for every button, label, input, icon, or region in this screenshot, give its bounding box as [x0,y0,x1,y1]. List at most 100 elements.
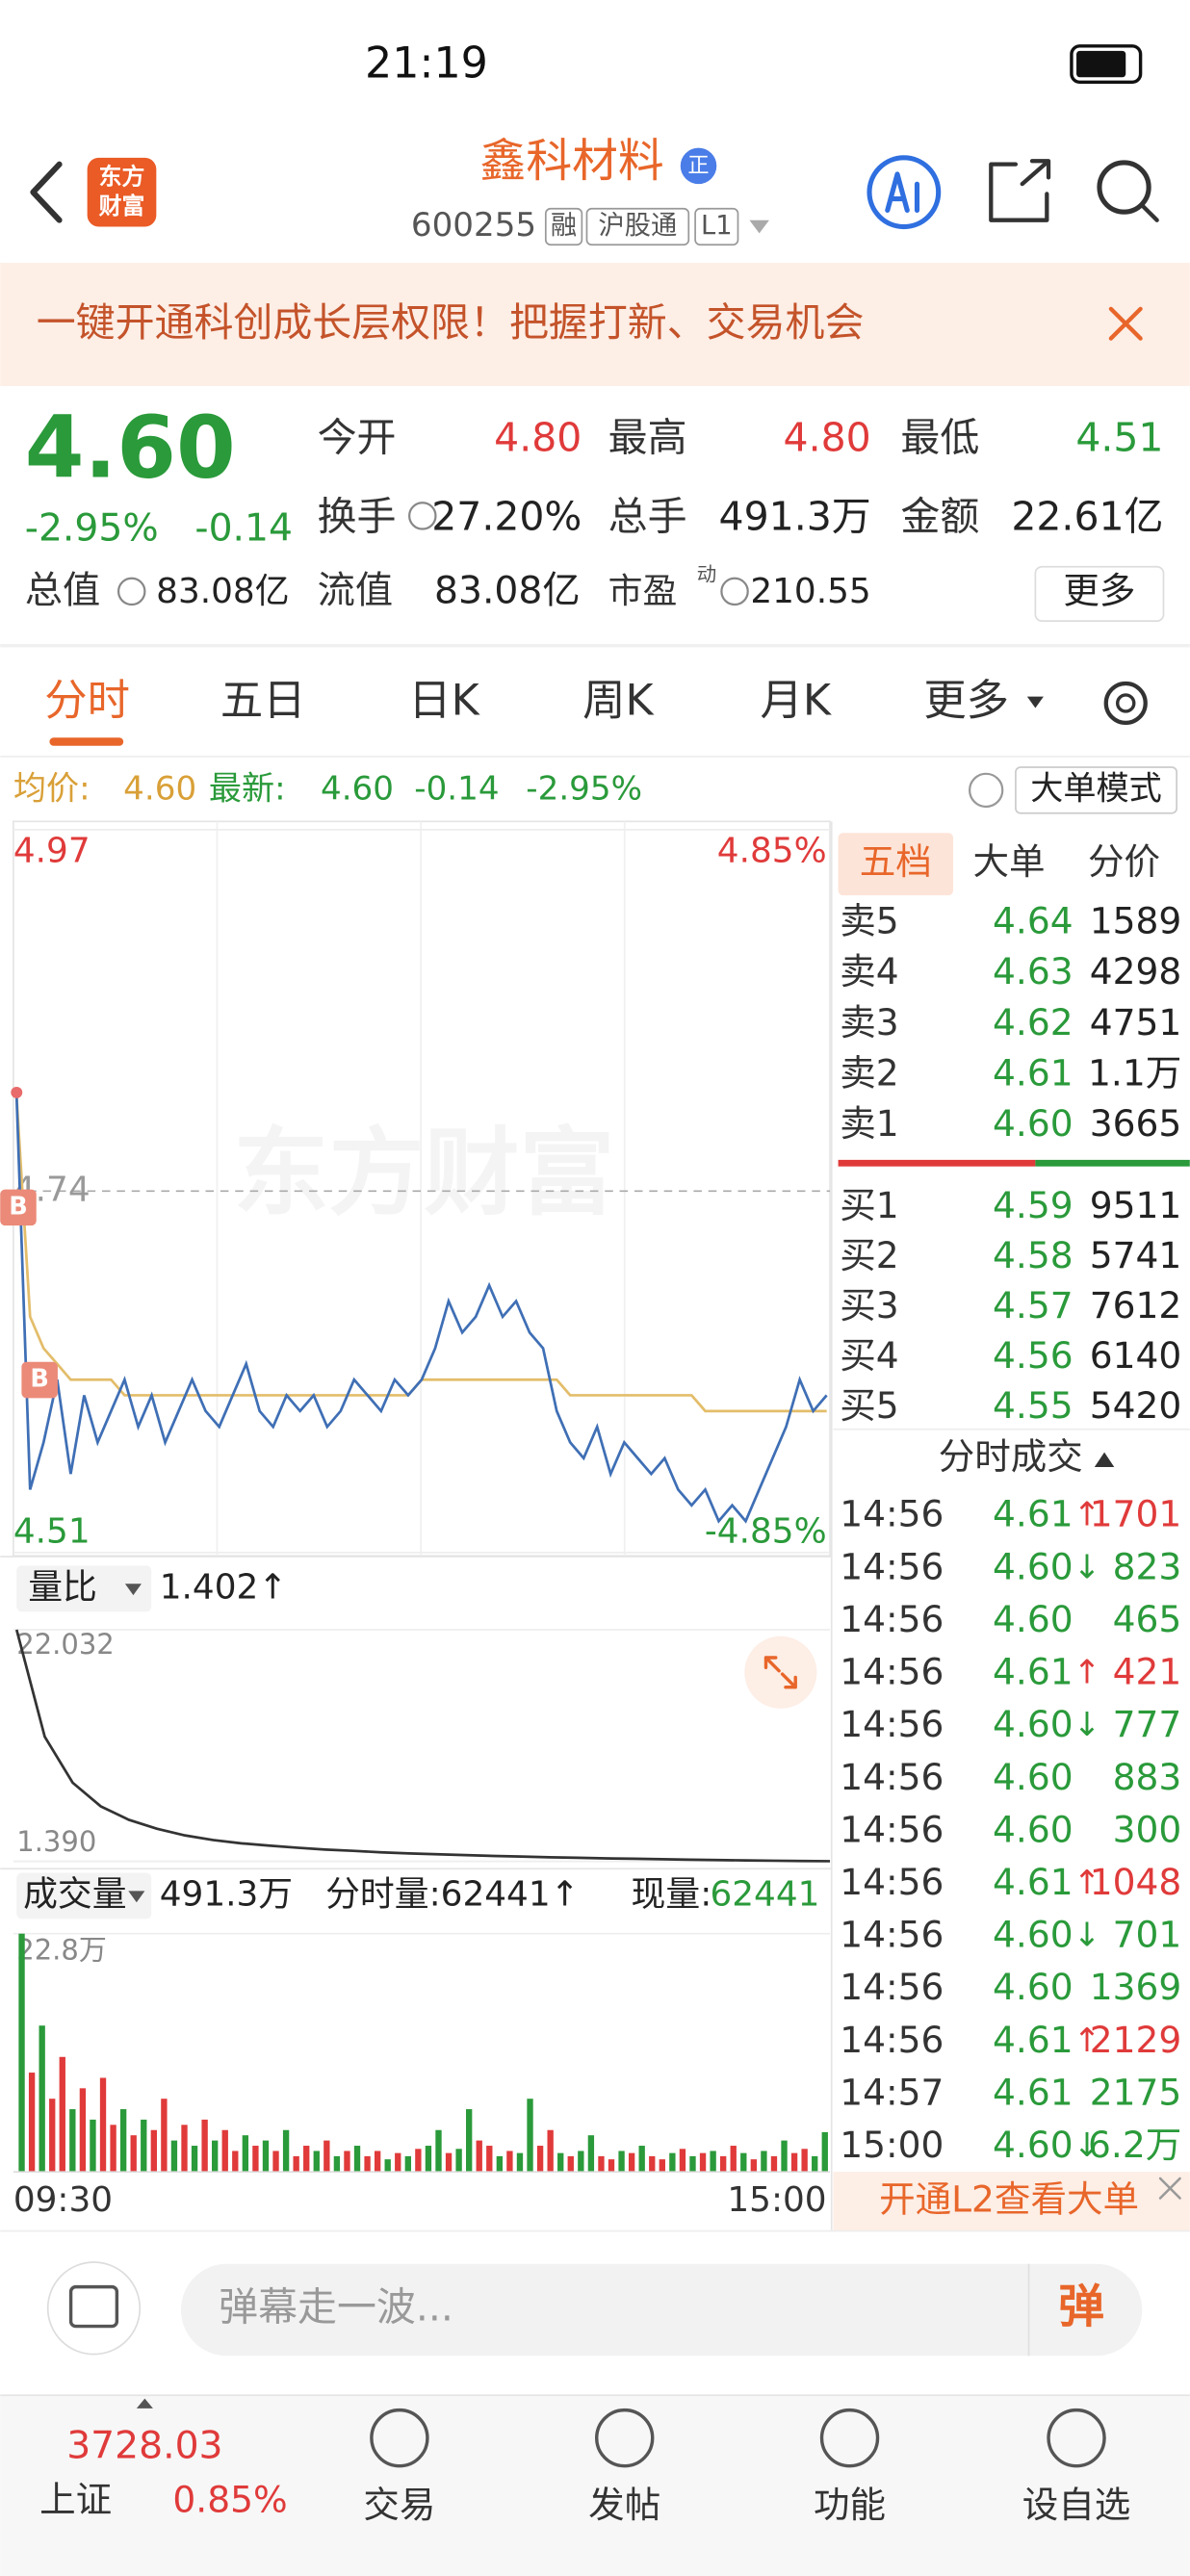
dropdown-box[interactable] [16,1872,152,1919]
x-tick-label: 09:30 [13,2180,113,2220]
volume-bar [496,2155,504,2173]
more-button[interactable] [1034,565,1165,622]
chart-tab[interactable]: 日K [408,676,480,725]
badge-circle [680,147,717,185]
trade-price: 4.60 [993,1808,1074,1850]
volume-bar [730,2146,737,2173]
volume-bar [699,2152,707,2173]
volume-bar [130,2135,137,2173]
latest-pct: -2.95% [526,769,642,808]
volume-bar [770,2155,778,2173]
share-button[interactable] [989,159,1051,222]
volume-bar [476,2140,482,2173]
trade-volume: 421 [1113,1651,1182,1693]
volume-bar [252,2146,259,2173]
trade-time: 14:56 [840,1703,944,1745]
dropdown-arrow [128,1891,145,1903]
volume-bar [425,2146,432,2173]
book-price: 4.61 [993,1051,1074,1094]
banner-text[interactable]: 一键开通科创成长层权限！把握打新、交易机会 [37,299,865,346]
book-price: 4.57 [993,1284,1074,1327]
nav-bg [0,2395,1190,2576]
settings-gear [1116,693,1136,713]
volume-label: 成交量 [23,1874,126,1914]
field-label: 市盈 [608,572,678,611]
volume-bar [201,2119,208,2173]
volume-bar [790,2152,798,2173]
field-sup: 动 [697,562,716,585]
nav-item[interactable]: 发帖 [588,2484,660,2526]
volume-bar [150,2129,157,2173]
nav-icon[interactable] [595,2408,655,2468]
field-label: 流值 [318,570,394,613]
volume-bar [679,2149,686,2173]
info-icon[interactable] [720,577,749,606]
trades-title[interactable]: 分时成交 [939,1435,1083,1478]
chart-tab[interactable]: 月K [760,676,832,725]
book-label: 卖5 [840,900,898,942]
chart-tab[interactable]: 周K [582,676,655,725]
nav-icon[interactable] [1047,2408,1106,2468]
info-icon[interactable] [408,502,437,530]
help-icon[interactable] [969,772,1004,809]
orderbook-tab[interactable]: 大单 [973,840,1046,883]
l2-close[interactable] [1158,2177,1181,2200]
trade-time: 14:56 [840,1493,944,1535]
book-ratio-green [1035,1159,1190,1167]
nav-icon[interactable] [370,2408,429,2468]
trade-price: 4.61 [993,1651,1074,1693]
chart-tab[interactable]: 更多 [923,676,1009,725]
chart-tab[interactable]: 分时 [44,676,130,725]
orderbook-tab[interactable]: 五档 [860,840,932,883]
nav-item[interactable]: 功能 [814,2484,886,2526]
dropdown-box[interactable] [16,1565,152,1612]
nav-icon[interactable] [819,2408,880,2468]
banner-close[interactable] [1108,306,1143,341]
volume-bar [486,2146,493,2173]
index-value[interactable]: 3728.03 [66,2424,222,2467]
ratio-value: 1.402↑ [160,1567,288,1607]
comment-input[interactable] [180,2263,1143,2357]
book-price: 4.56 [993,1334,1074,1377]
book-volume: 1.1万 [1088,1051,1181,1094]
l2-banner[interactable] [833,2172,1190,2231]
chart-tab[interactable]: 五日 [220,676,306,725]
book-volume: 6140 [1090,1334,1182,1377]
search-button[interactable] [1097,160,1151,215]
volume-bar [455,2149,462,2173]
mode-button[interactable] [1015,766,1178,814]
back-button[interactable] [30,161,63,223]
book-volume: 9511 [1090,1184,1182,1226]
change-pct: -2.95% [25,507,159,551]
ai-icon [885,171,920,214]
field-value: 27.20% [431,493,582,539]
book-price: 4.62 [993,1001,1074,1043]
book-label: 买3 [840,1284,898,1327]
volume-bar [506,2151,513,2173]
info-icon[interactable] [116,577,146,606]
y-tick-label: 4.51 [13,1511,91,1551]
nav-item[interactable]: 设自选 [1022,2484,1131,2526]
comment-settings[interactable] [46,2261,142,2356]
dropdown-arrow[interactable] [749,219,769,234]
trade-time: 14:56 [840,2019,944,2061]
nav-item[interactable]: 交易 [363,2484,435,2526]
danmaku-button[interactable]: 弹 [1058,2281,1104,2334]
trade-volume: 2129 [1090,2019,1182,2061]
trade-volume: 300 [1113,1808,1182,1850]
orderbook-tab[interactable]: 分价 [1088,840,1160,883]
tag-box [544,207,583,246]
field-value: 4.80 [784,414,871,460]
expand-button[interactable] [744,1636,817,1709]
volume-bar [79,2088,87,2173]
volume-bar [170,2140,178,2173]
comment-icon [68,2284,119,2329]
ai-button[interactable] [867,155,942,230]
latest-label: 最新: [209,769,286,808]
volume-bar [28,2073,36,2173]
book-label: 卖1 [840,1102,898,1145]
field-value: 22.61亿 [1011,493,1163,539]
settings-button[interactable] [1103,681,1148,726]
volume-bar [720,2155,727,2173]
book-volume: 7612 [1090,1284,1182,1327]
